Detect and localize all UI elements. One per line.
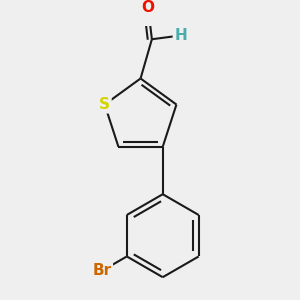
Text: H: H <box>174 28 187 43</box>
Text: S: S <box>99 97 110 112</box>
Text: Br: Br <box>92 263 112 278</box>
Text: O: O <box>142 0 154 15</box>
